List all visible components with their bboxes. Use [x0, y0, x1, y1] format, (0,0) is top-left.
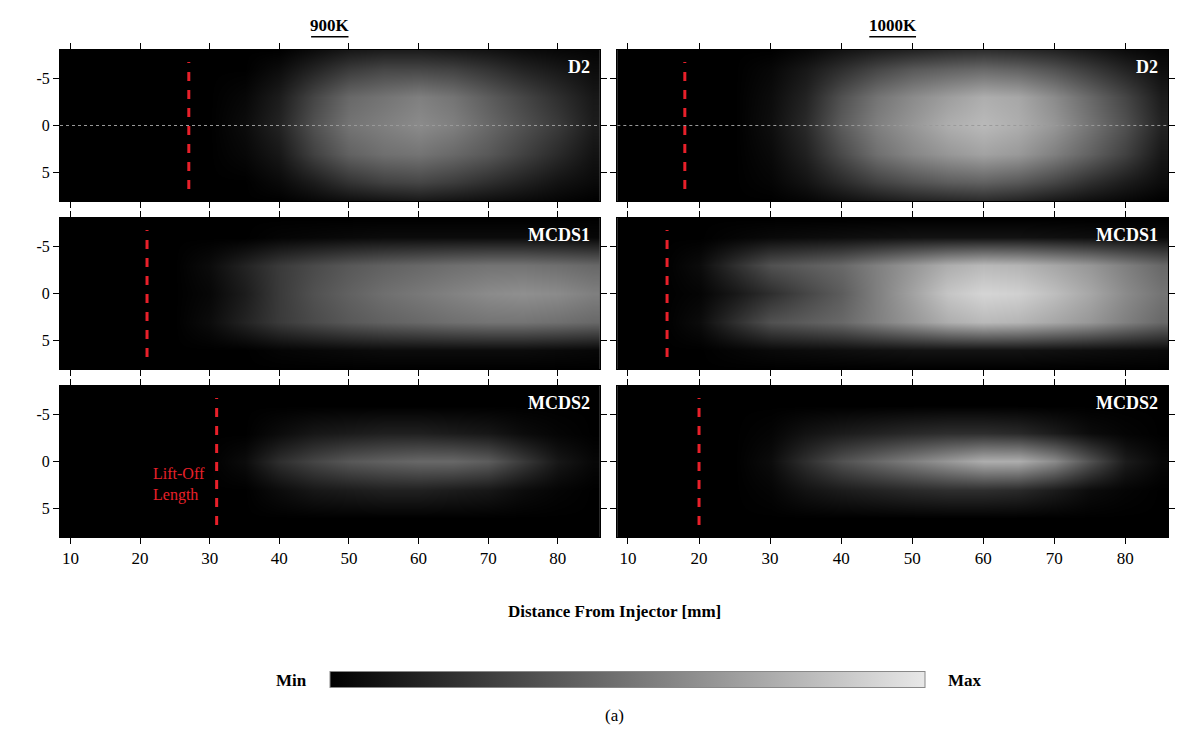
svg-text:10: 10 [619, 549, 636, 568]
svg-text:60: 60 [975, 549, 992, 568]
svg-text:60: 60 [410, 549, 427, 568]
svg-text:(a): (a) [605, 706, 624, 725]
svg-text:MCDS1: MCDS1 [528, 225, 590, 245]
svg-text:MCDS2: MCDS2 [1096, 393, 1158, 413]
svg-text:70: 70 [1046, 549, 1063, 568]
svg-text:MCDS1: MCDS1 [1096, 225, 1158, 245]
svg-text:MCDS2: MCDS2 [528, 393, 590, 413]
svg-text:20: 20 [132, 549, 149, 568]
svg-text:40: 40 [271, 549, 288, 568]
svg-text:50: 50 [340, 549, 357, 568]
svg-text:1000K: 1000K [869, 16, 917, 35]
svg-text:20: 20 [691, 549, 708, 568]
svg-text:Distance From Injector [mm]: Distance From Injector [mm] [508, 602, 721, 621]
svg-text:900K: 900K [310, 16, 350, 35]
svg-text:0: 0 [42, 285, 50, 302]
svg-text:D2: D2 [1136, 57, 1158, 77]
svg-text:40: 40 [833, 549, 850, 568]
svg-text:0: 0 [42, 117, 50, 134]
svg-text:70: 70 [480, 549, 497, 568]
svg-text:0: 0 [42, 453, 50, 470]
svg-text:5: 5 [42, 164, 50, 181]
svg-text:-5: -5 [36, 406, 49, 423]
svg-text:30: 30 [201, 549, 218, 568]
svg-text:80: 80 [1117, 549, 1134, 568]
svg-text:5: 5 [42, 332, 50, 349]
svg-text:Lift-OffLength: Lift-OffLength [153, 465, 205, 504]
svg-text:Max: Max [948, 671, 982, 690]
svg-text:D2: D2 [568, 57, 590, 77]
svg-text:-5: -5 [36, 238, 49, 255]
svg-text:50: 50 [904, 549, 921, 568]
svg-text:10: 10 [62, 549, 79, 568]
svg-text:Min: Min [276, 671, 307, 690]
svg-text:5: 5 [42, 500, 50, 517]
svg-text:80: 80 [549, 549, 566, 568]
svg-text:30: 30 [762, 549, 779, 568]
svg-text:-5: -5 [36, 70, 49, 87]
